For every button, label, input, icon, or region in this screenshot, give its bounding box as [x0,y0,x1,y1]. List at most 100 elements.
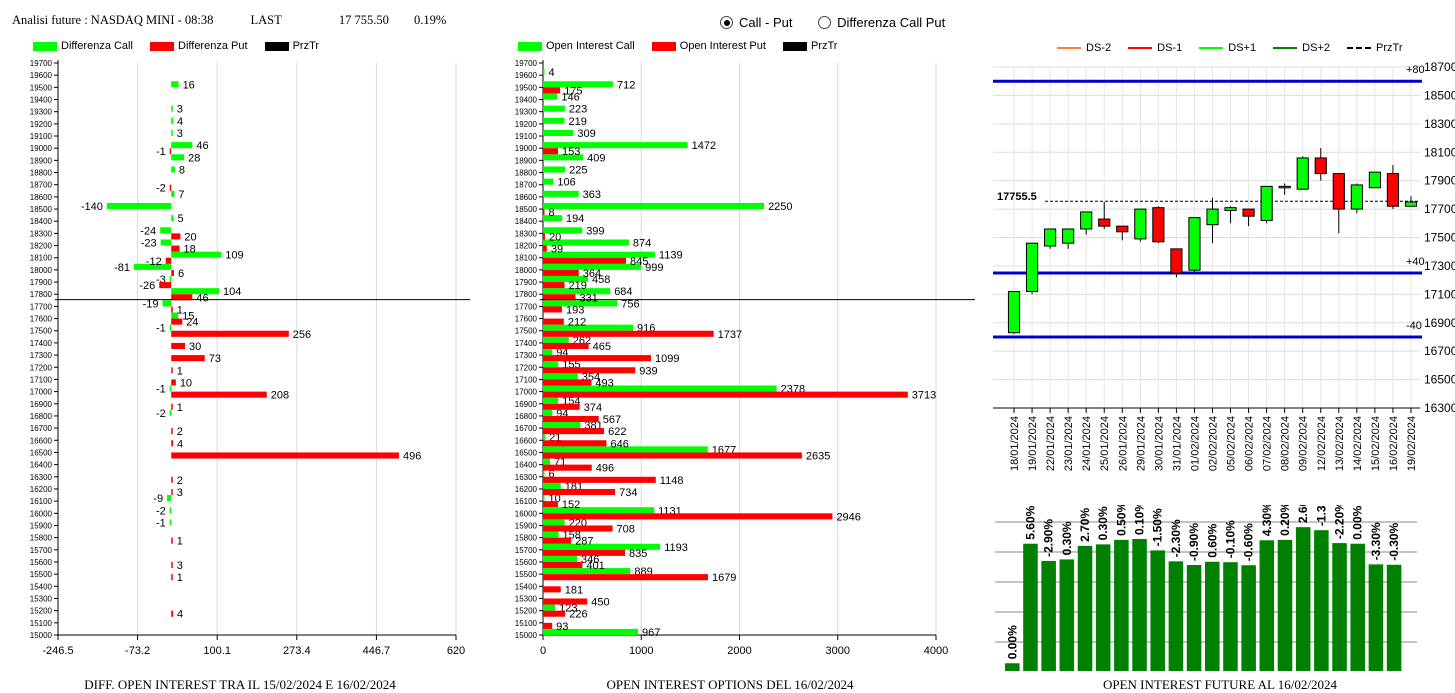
bar-value-label: -24 [140,225,156,237]
legend-label: DS-1 [1157,42,1183,54]
strike-label: 17300 [30,351,53,360]
date-label: 08/02/2024 [1280,416,1292,471]
bar-percent-label: 0.30% [1096,506,1110,540]
future-oi-bar [1041,560,1056,671]
bar-call [543,336,569,343]
strike-label: 16200 [515,485,538,494]
future-oi-bar [1186,565,1202,671]
strike-label: 15800 [30,534,53,543]
date-label: 07/02/2024 [1262,416,1274,471]
bar-call [169,507,172,514]
bar-value-label: 712 [617,79,635,91]
bar-put [543,355,651,362]
bar-value-label: 225 [569,164,587,176]
radio-call-put-dot[interactable] [720,16,733,29]
bar-call [543,482,561,489]
bar-put [169,184,172,191]
bar-put [171,428,173,435]
bar-put [171,574,173,581]
legend-label: PrzTr [1376,42,1403,54]
bar-call [543,385,777,392]
strike-label: 18300 [515,229,538,238]
bar-value-label: 226 [569,609,587,621]
bar-call [543,202,765,210]
radio-call-put-label: Call - Put [739,15,793,30]
bar-value-label: 194 [566,213,584,225]
legend-item-prztr: PrzTr [783,40,837,52]
strike-label: 15500 [30,570,53,579]
last-label: LAST [250,13,282,27]
bar-call [543,397,559,404]
bar-put [171,355,205,362]
radio-call-put[interactable]: Call - Put [720,15,792,30]
candle-body [1152,207,1165,243]
bar-percent-label: 2.60% [1296,505,1310,523]
legend-label: PrzTr [811,40,838,52]
strike-label: 15300 [515,594,538,603]
bar-put [543,342,589,349]
date-label: 26/01/2024 [1117,416,1129,471]
bar-value-label: 1139 [659,250,683,262]
bar-value-label: 18 [183,244,195,256]
date-label: 29/01/2024 [1135,416,1147,471]
price-label: 17755.5 [997,191,1037,203]
candle-body [1332,173,1345,210]
bar-put [543,452,802,459]
bar-put [171,269,174,276]
radio-differenza-label: Differenza Call Put [837,15,946,30]
strike-label: 19300 [515,108,538,117]
bar-value-label: -140 [81,201,103,213]
candle-body [1296,157,1309,190]
bar-put [171,318,183,325]
bar-put [543,415,599,423]
bar-value-label: 363 [583,189,601,201]
future-header: Analisi future : NASDAQ MINI - 08:38 LAS… [12,13,446,31]
x-tick-label: -73.2 [125,645,150,657]
legend-item-prztr: PrzTr [264,40,319,52]
bar-call [171,251,222,258]
bar-value-label: 1 [177,572,183,584]
strike-label: 16400 [515,461,538,470]
bar-put [543,306,562,313]
bar-value-label: 1193 [664,542,688,554]
bar-percent-label: -2.90% [1042,519,1056,557]
strike-label: 18900 [515,156,538,165]
strike-label: 15300 [30,594,53,603]
future-candlestick-chart: 16300 16500 16700 16900 17100 17300 17500 17700… [993,60,1455,471]
strike-label: 17900 [515,278,538,287]
bar-call [543,555,577,562]
strike-label: 16900 [30,400,53,409]
future-oi-bar [1023,543,1038,671]
bar-value-label: -2 [156,183,166,195]
y-tick-label: 17100 [1424,287,1455,301]
bar-call [543,93,558,100]
radio-differenza-dot[interactable] [818,16,832,29]
radio-differenza-call-put[interactable]: Differenza Call Put [818,15,945,30]
bar-call [171,215,174,222]
bar-percent-label: 0.60% [1205,523,1219,557]
bar-put [171,294,193,301]
strike-label: 19100 [515,132,538,141]
bar-call [543,543,661,550]
bar-call [169,409,172,416]
caption-diff: DIFF. OPEN INTEREST TRA IL 15/02/2024 E … [84,677,396,692]
date-label: 02/02/2024 [1208,416,1220,471]
bar-percent-label: -2.30% [1169,519,1183,557]
bar-value-label: 465 [593,341,611,353]
strike-label: 16500 [30,448,53,457]
bar-call [171,142,193,149]
bar-value-label: 1737 [718,329,742,341]
strike-label: 16000 [515,509,538,518]
strike-label: 18000 [30,266,53,275]
bar-put [543,282,565,289]
legend-item-prztr: PrzTr [1347,42,1403,54]
future-oi-bar [1114,539,1129,671]
candle-body [1116,225,1129,233]
strike-label: 16900 [515,400,538,409]
bar-call [543,215,563,222]
level-label: -40 [1406,320,1422,332]
strike-label: 19400 [30,96,53,105]
legend-label: Differenza Put [178,40,248,52]
strike-label: 16700 [515,424,538,433]
strike-label: 19000 [515,144,538,153]
